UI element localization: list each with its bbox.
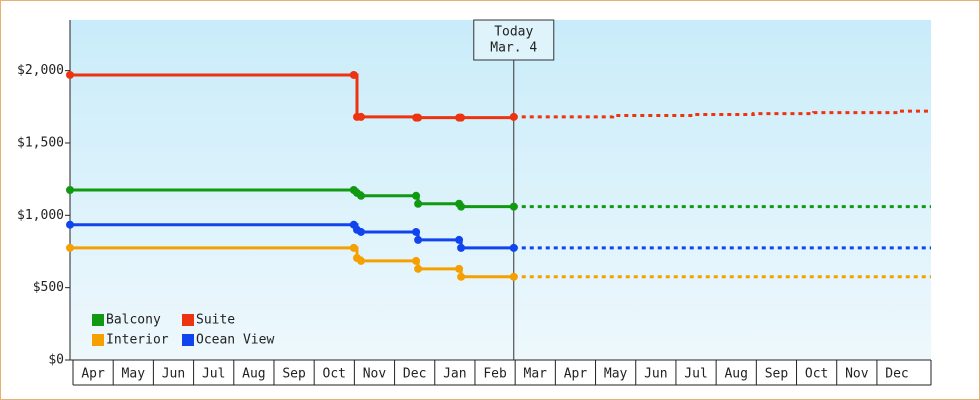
x-tick-label: Mar	[524, 367, 548, 382]
legend-swatch	[182, 334, 194, 346]
legend-swatch	[92, 314, 104, 326]
x-tick-label: Aug	[724, 367, 747, 382]
y-tick-label: $2,000	[17, 63, 64, 78]
point	[357, 256, 366, 265]
x-tick-label: Jun	[644, 367, 667, 382]
point	[357, 191, 366, 200]
point	[457, 243, 466, 252]
point	[349, 243, 358, 252]
x-tick-label: Nov	[363, 367, 387, 382]
today-label: Mar. 4	[490, 41, 537, 56]
x-tick-label: Sep	[765, 367, 789, 382]
x-tick-label: Jul	[202, 367, 225, 382]
point	[414, 235, 423, 244]
point	[414, 264, 423, 273]
x-tick-label: Apr	[564, 367, 588, 382]
point	[455, 264, 464, 273]
x-tick-label: Dec	[403, 367, 426, 382]
today-label: Today	[494, 25, 533, 40]
point	[457, 202, 466, 211]
x-tick-label: Oct	[323, 367, 346, 382]
x-tick-label: Aug	[242, 367, 265, 382]
x-tick-label: Oct	[805, 367, 828, 382]
point	[509, 112, 518, 121]
legend-label: Interior	[106, 333, 169, 348]
forecast-line	[513, 109, 931, 119]
x-tick-label: Sep	[282, 367, 306, 382]
point	[412, 191, 421, 200]
point	[349, 70, 358, 79]
x-tick-label: Apr	[81, 367, 105, 382]
point	[357, 112, 366, 121]
legend-label: Balcony	[106, 313, 161, 328]
today-box	[473, 19, 555, 61]
point	[414, 199, 423, 208]
point	[66, 186, 74, 194]
point	[509, 202, 518, 211]
point	[457, 272, 466, 281]
y-tick-label: $0	[48, 353, 64, 368]
point	[412, 256, 421, 265]
y-tick-label: $500	[33, 280, 64, 295]
point	[414, 113, 423, 122]
point	[509, 272, 518, 281]
point	[455, 235, 464, 244]
y-tick-label: $1,000	[17, 208, 64, 223]
x-tick-label: Jan	[443, 367, 466, 382]
point	[509, 243, 518, 252]
y-tick-label: $1,500	[17, 135, 64, 150]
point	[66, 70, 74, 79]
point	[66, 220, 74, 229]
legend-swatch	[182, 314, 194, 326]
legend-label: Ocean View	[196, 333, 274, 348]
point	[357, 227, 366, 236]
point	[412, 227, 421, 236]
point	[457, 113, 466, 122]
x-tick-label: Jun	[162, 367, 185, 382]
x-tick-label: Nov	[845, 367, 869, 382]
x-tick-label: Jul	[684, 367, 707, 382]
point	[66, 243, 74, 252]
x-tick-label: May	[122, 367, 146, 382]
x-tick-label: May	[604, 367, 628, 382]
legend-label: Suite	[196, 313, 235, 328]
x-tick-label: Feb	[483, 367, 507, 382]
x-tick-label: Dec	[885, 367, 908, 382]
legend-swatch	[92, 334, 104, 346]
